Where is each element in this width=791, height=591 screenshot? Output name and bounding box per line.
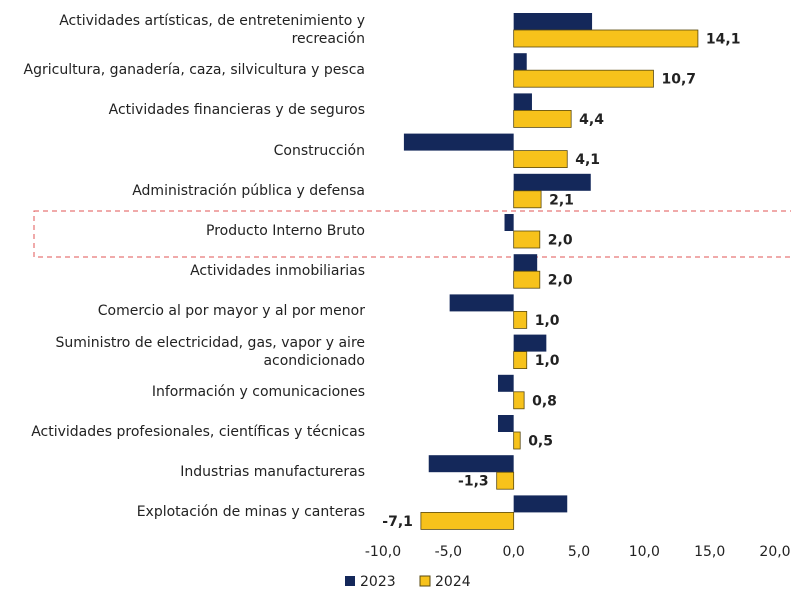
- category-label: Actividades financieras y de seguros: [108, 102, 365, 119]
- x-tick-label: 0,0: [503, 544, 525, 560]
- bar: [403, 133, 514, 151]
- category-label: Actividades profesionales, científicas y…: [31, 424, 365, 440]
- category-label: Industrias manufactureras: [180, 464, 365, 481]
- category-label: Construcción: [273, 142, 365, 159]
- value-label: 0,5: [528, 434, 553, 450]
- value-label: 10,7: [661, 72, 696, 88]
- value-label: 2,1: [549, 192, 574, 208]
- bar: [513, 254, 538, 272]
- bar: [513, 334, 547, 352]
- value-label: -1,3: [458, 474, 489, 490]
- legend-label: 2023: [360, 574, 396, 590]
- legend-swatch: [419, 575, 431, 587]
- category-label: Administración pública y defensa: [132, 182, 365, 199]
- bar: [513, 391, 525, 410]
- bar: [497, 415, 514, 432]
- value-label: 0,8: [532, 393, 557, 409]
- legend-label: 2024: [435, 574, 471, 590]
- bar: [504, 214, 514, 231]
- value-label: 14,1: [706, 32, 741, 48]
- category-label: Actividades inmobiliarias: [190, 263, 365, 280]
- x-tick-label: 20,0: [759, 544, 790, 560]
- highlight-box: [33, 210, 791, 258]
- bar: [496, 471, 515, 490]
- x-tick-label: 15,0: [694, 544, 725, 560]
- value-label: 2,0: [548, 233, 573, 249]
- legend-swatch: [345, 576, 355, 586]
- value-label: -7,1: [382, 514, 413, 530]
- bar: [513, 230, 541, 249]
- bar: [513, 351, 528, 370]
- bar: [420, 512, 515, 530]
- bar: [513, 69, 654, 88]
- category-label: Actividades artísticas, de entretenimien…: [59, 13, 365, 47]
- bar: [513, 495, 568, 513]
- bar: [513, 173, 591, 191]
- category-label: Comercio al por mayor y al por menor: [97, 303, 365, 320]
- bar: [513, 270, 541, 289]
- x-tick-label: 10,0: [629, 544, 660, 560]
- bar: [513, 150, 568, 169]
- x-tick-label: -5,0: [435, 544, 462, 560]
- category-label: Producto Interno Bruto: [206, 223, 365, 239]
- bar: [428, 455, 514, 473]
- value-label: 2,0: [548, 273, 573, 289]
- bar: [513, 190, 542, 209]
- bar: [513, 310, 528, 329]
- bar: [513, 93, 532, 111]
- bar: [513, 29, 699, 48]
- x-tick-label: 5,0: [568, 544, 590, 560]
- bar: [449, 294, 514, 312]
- category-label: Suministro de electricidad, gas, vapor y…: [55, 334, 365, 369]
- category-label: Agricultura, ganadería, caza, silvicultu…: [23, 62, 365, 79]
- bar: [513, 13, 593, 30]
- bar: [497, 374, 514, 392]
- bar: [513, 53, 527, 71]
- value-label: 4,1: [575, 152, 600, 168]
- value-label: 1,0: [535, 353, 560, 369]
- value-label: 1,0: [535, 313, 560, 329]
- category-label: Explotación de minas y canteras: [136, 504, 365, 521]
- bar: [513, 431, 521, 450]
- category-label: Información y comunicaciones: [151, 383, 365, 400]
- value-label: 4,4: [579, 112, 604, 128]
- x-tick-label: -10,0: [365, 544, 401, 560]
- bar: [513, 110, 572, 128]
